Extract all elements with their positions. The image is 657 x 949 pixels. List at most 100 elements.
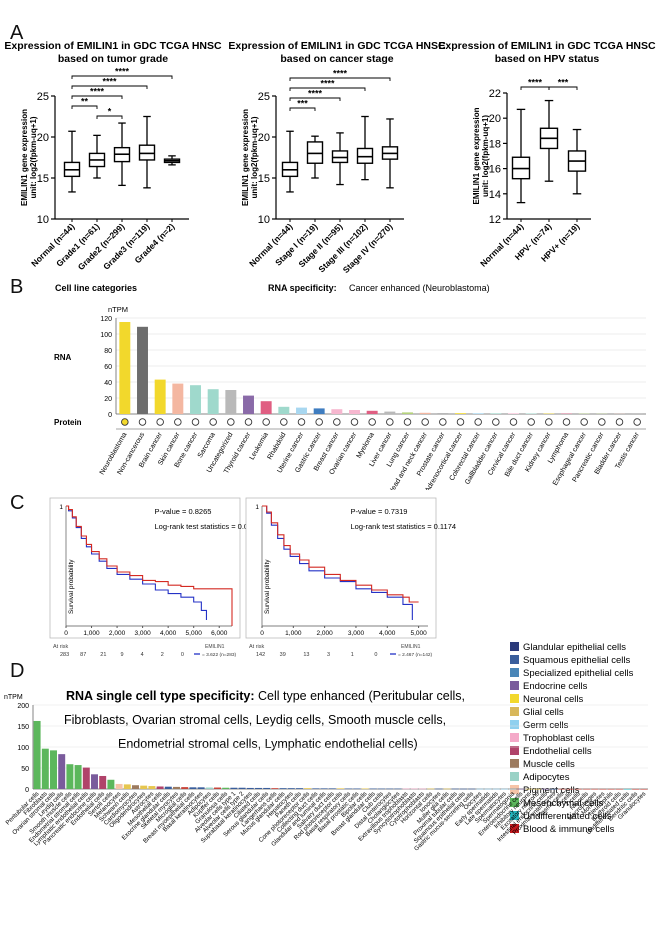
protein-dot — [598, 418, 606, 426]
bar — [599, 788, 607, 790]
legend-swatch — [510, 746, 519, 755]
panel-label-d: D — [10, 660, 25, 682]
bar — [591, 788, 599, 790]
legend-label: Muscle cells — [523, 759, 575, 770]
x-tick-label: 0 — [64, 630, 68, 637]
y-axis-unit: nTPM — [4, 694, 23, 701]
bar — [154, 379, 166, 414]
y-tick-label: 80 — [104, 348, 112, 355]
km-plot-2: 1 Survival probability 0 1,000 2,000 3,000 4,0… — [245, 497, 457, 658]
bar — [82, 767, 90, 789]
bar — [384, 411, 396, 414]
at-risk-header: EMILIN1 — [205, 644, 225, 650]
bar — [566, 788, 574, 790]
bar — [484, 788, 492, 790]
y-tick-label: 0 — [108, 412, 112, 419]
bar — [238, 787, 246, 789]
chart-title-line-1: Expression of EMILIN1 in GDC TCGA HNSC — [438, 40, 656, 52]
y-tick-label: 50 — [21, 766, 29, 773]
at-risk-label: At risk — [53, 644, 69, 650]
title-line-1: RNA single cell type specificity: Cell t… — [66, 689, 465, 703]
protein-dot — [280, 418, 288, 426]
y-tick-label: 60 — [104, 364, 112, 371]
box-chart-tumor-grade: Expression of EMILIN1 in GDC TCGA HNSCba… — [4, 40, 222, 272]
legend-label: Specialized epithelial cells — [523, 668, 634, 679]
bar — [137, 326, 148, 414]
bar — [148, 786, 156, 789]
protein-dot — [156, 418, 164, 426]
y-tick-label: 1 — [255, 504, 259, 511]
bar — [427, 788, 435, 790]
protein-dot — [633, 418, 641, 426]
protein-dot — [474, 418, 482, 426]
km-frame — [245, 497, 437, 639]
bar — [278, 406, 290, 414]
protein-dot — [138, 418, 147, 426]
at-risk-count: 0 — [181, 652, 184, 658]
legend-swatch — [510, 681, 519, 690]
protein-dot — [527, 418, 535, 426]
box-chart-hpv-status: Expression of EMILIN1 in GDC TCGA HNSCba… — [438, 40, 656, 269]
protein-dot — [492, 418, 500, 426]
logrank-stat: Log-rank test statistics = 0.04806 — [155, 522, 265, 531]
cell-line-bar-chart: Cell line categories RNA specificity: Canc… — [54, 283, 646, 490]
bar — [74, 765, 82, 789]
box-iqr — [138, 144, 156, 161]
bar — [214, 787, 221, 789]
at-risk-header: EMILIN1 — [401, 644, 421, 650]
title-line-3: Endometrial stromal cells, Lymphatic end… — [118, 737, 418, 751]
y-tick-label: 100 — [100, 332, 112, 339]
bar — [501, 788, 508, 790]
bar — [140, 785, 148, 789]
at-risk-count: 2 — [161, 652, 164, 658]
significance-label: * — [108, 107, 112, 117]
bar — [558, 788, 566, 790]
y-tick-label: 100 — [17, 745, 29, 752]
at-risk-count: 283 — [60, 652, 69, 658]
bar — [349, 410, 360, 414]
legend-swatch — [510, 824, 519, 833]
at-risk-count: 21 — [100, 652, 106, 658]
panel-b-chart: Cell line categories RNA specificity: Canc… — [54, 283, 646, 490]
box-iqr — [331, 150, 349, 164]
bar — [550, 788, 558, 790]
bar — [345, 788, 353, 790]
at-risk-count: 0 — [374, 652, 377, 658]
significance-label: **** — [102, 77, 117, 87]
logrank-stat: Log-rank test statistics = 0.1174 — [351, 522, 457, 531]
x-tick-label: 5,000 — [410, 630, 427, 637]
bar — [225, 390, 237, 414]
bar — [509, 788, 517, 790]
protein-dot — [209, 418, 217, 426]
bar — [119, 322, 131, 414]
at-risk-count: 9 — [120, 652, 123, 658]
x-tick-label: 6,000 — [211, 630, 228, 637]
bar — [583, 788, 590, 790]
bar — [476, 788, 484, 790]
bar — [320, 788, 328, 789]
legend-swatch — [510, 772, 519, 781]
protein-dot — [297, 418, 306, 426]
p-value: P-value = 0.7319 — [351, 507, 408, 516]
single-cell-bar-chart: Glandular epithelial cells Squamous epith… — [4, 642, 648, 853]
legend-swatch — [510, 720, 519, 729]
legend-label: Germ cells — [523, 720, 569, 731]
x-tick-label: 1,000 — [83, 630, 100, 637]
bar — [492, 788, 500, 790]
x-tick-label: 1,000 — [285, 630, 302, 637]
y-tick-label: 20 — [258, 132, 270, 144]
legend-swatch — [510, 694, 519, 703]
y-axis-unit: unit: log2(fpkm-uq+1) — [481, 115, 490, 197]
protein-dot — [545, 418, 553, 426]
bar — [402, 788, 410, 790]
protein-dot — [456, 418, 465, 426]
x-tick-label: 4,000 — [379, 630, 396, 637]
y-tick-label: 20 — [489, 113, 501, 125]
bar — [50, 750, 57, 789]
bar — [197, 787, 205, 789]
legend-label: Glial cells — [523, 707, 564, 718]
y-axis-label: Survival probability — [264, 559, 271, 614]
y-tick-label: 25 — [37, 91, 49, 103]
title-line-2: Fibroblasts, Ovarian stromal cells, Leyd… — [64, 713, 446, 727]
protein-dot — [315, 418, 323, 426]
